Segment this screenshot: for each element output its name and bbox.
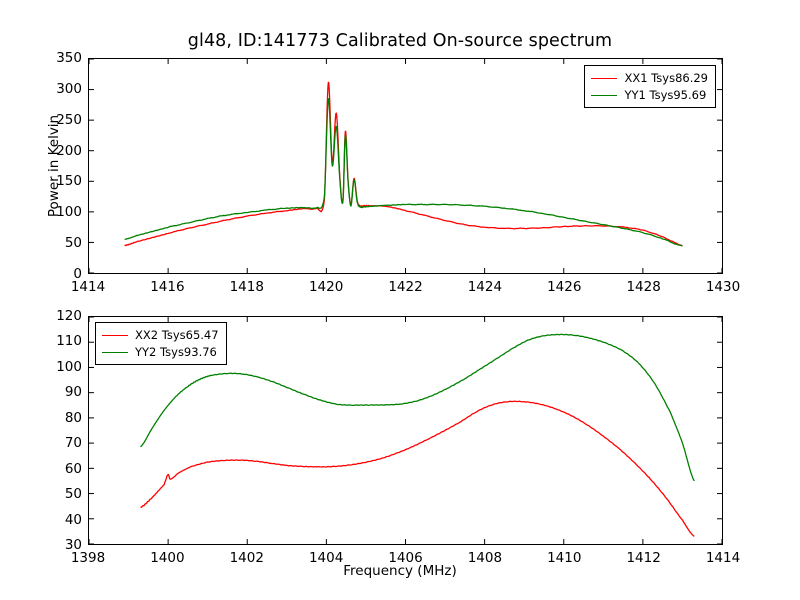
x-tick-label: 1420: [308, 279, 344, 295]
x-tick-label: 1414: [70, 279, 106, 295]
legend-line-swatch-yy1: [591, 94, 618, 96]
x-tick-label: 1408: [467, 550, 503, 566]
legend-item: YY2 Tsys93.76: [102, 344, 219, 361]
series-line: [125, 99, 683, 246]
x-tick-label: 1402: [229, 550, 264, 566]
x-tick-label: 1430: [705, 279, 741, 295]
y-tick-label: 250: [56, 111, 82, 128]
bottom-panel-axes: XX2 Tsys65.47 YY2 Tsys93.76: [88, 316, 723, 545]
x-tick-label: 1422: [388, 279, 423, 295]
top-panel-ylabel: Power in Kelvin: [46, 114, 62, 218]
x-tick-label: 1414: [705, 550, 741, 566]
y-tick-label: 90: [64, 384, 82, 401]
top-panel-legend: XX1 Tsys86.29 YY1 Tsys95.69: [584, 65, 716, 109]
series-line: [125, 82, 683, 245]
series-line: [140, 401, 694, 536]
x-tick-label: 1412: [626, 550, 661, 566]
y-tick-label: 80: [64, 409, 82, 426]
y-tick-label: 50: [64, 235, 82, 252]
y-tick-label: 150: [56, 173, 82, 190]
legend-line-swatch-xx1: [591, 77, 618, 79]
top-panel-plot-area: [89, 59, 722, 273]
legend-label-xx1: XX1 Tsys86.29: [624, 71, 708, 85]
legend-item: YY1 Tsys95.69: [591, 87, 708, 104]
x-tick-label: 1416: [150, 279, 185, 295]
y-tick-label: 100: [56, 358, 82, 375]
x-tick-label: 1400: [150, 550, 185, 566]
x-tick-label: 1428: [626, 279, 661, 295]
y-tick-label: 350: [56, 50, 82, 66]
legend-line-swatch-yy2: [102, 351, 128, 353]
legend-label-yy2: YY2 Tsys93.76: [135, 344, 217, 359]
y-tick-label: 100: [56, 204, 82, 221]
figure-title: gl48, ID:141773 Calibrated On-source spe…: [187, 31, 613, 51]
y-tick-label: 50: [64, 486, 82, 503]
y-tick-label: 60: [64, 460, 82, 477]
legend-item: XX2 Tsys65.47: [102, 327, 219, 344]
y-tick-label: 200: [56, 142, 82, 159]
x-tick-label: 1410: [547, 550, 582, 566]
bottom-panel-xlabel: Frequency (MHz): [343, 563, 457, 579]
y-tick-label: 40: [64, 511, 82, 528]
x-tick-label: 1398: [70, 550, 106, 566]
x-tick-label: 1426: [547, 279, 582, 295]
y-tick-label: 300: [56, 80, 82, 97]
x-tick-label: 1404: [308, 550, 344, 566]
y-tick-label: 110: [56, 333, 82, 350]
x-tick-label: 1406: [388, 550, 423, 566]
legend-label-yy1: YY1 Tsys95.69: [624, 87, 707, 102]
top-panel-axes: XX1 Tsys86.29 YY1 Tsys95.69: [88, 58, 723, 274]
legend-line-swatch-xx2: [102, 334, 128, 336]
y-tick-label: 120: [56, 308, 82, 324]
series-line: [140, 334, 694, 481]
legend-label-xx2: XX2 Tsys65.47: [135, 328, 219, 342]
x-tick-label: 1424: [467, 279, 503, 295]
y-tick-label: 0: [73, 266, 82, 282]
x-tick-label: 1418: [229, 279, 264, 295]
bottom-panel-plot-area: [89, 317, 722, 544]
y-tick-label: 70: [64, 435, 82, 452]
y-tick-label: 30: [64, 537, 82, 553]
legend-item: XX1 Tsys86.29: [591, 70, 708, 87]
bottom-panel-legend: XX2 Tsys65.47 YY2 Tsys93.76: [95, 322, 227, 366]
